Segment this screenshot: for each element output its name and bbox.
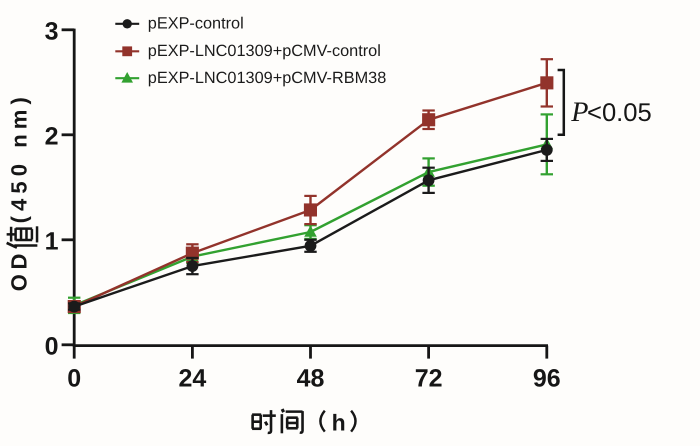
svg-text:2: 2 [45, 123, 59, 151]
svg-text:24: 24 [178, 364, 206, 392]
svg-text:(450 nm): (450 nm) [7, 92, 32, 223]
svg-text:<0.05: <0.05 [587, 99, 652, 127]
svg-text:OD: OD [7, 249, 32, 291]
svg-text:h: h [332, 409, 346, 435]
svg-text:pEXP-control: pEXP-control [148, 15, 244, 33]
svg-text:1: 1 [45, 228, 59, 256]
svg-text:P: P [570, 97, 588, 128]
svg-text:0: 0 [45, 333, 59, 361]
svg-text:96: 96 [533, 364, 561, 392]
svg-text:0: 0 [67, 364, 81, 392]
svg-text:pEXP-LNC01309+pCMV-RBM38: pEXP-LNC01309+pCMV-RBM38 [148, 69, 386, 87]
svg-text:3: 3 [45, 18, 59, 46]
svg-text:pEXP-LNC01309+pCMV-control: pEXP-LNC01309+pCMV-control [148, 42, 381, 60]
svg-text:72: 72 [415, 364, 443, 392]
svg-text:48: 48 [297, 364, 325, 392]
